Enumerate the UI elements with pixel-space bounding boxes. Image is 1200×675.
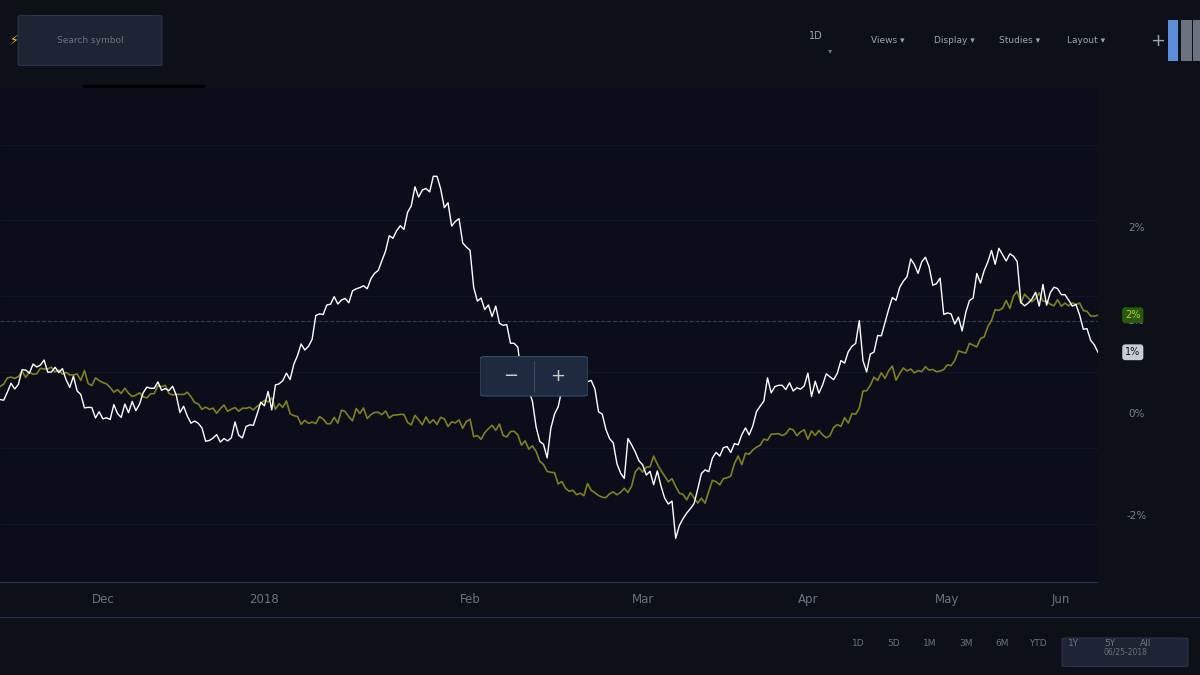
Text: Display ▾: Display ▾ [934,36,974,45]
Text: +: + [551,367,565,385]
Bar [83,85,205,108]
Text: 0%: 0% [1128,409,1145,418]
Text: Jun: Jun [1052,593,1070,605]
Text: 5Y: 5Y [1104,639,1116,648]
Text: Views ▾: Views ▾ [871,36,905,45]
FancyBboxPatch shape [1062,638,1188,666]
Text: 2018: 2018 [250,593,280,605]
Bar [1168,20,1178,61]
Text: 5D: 5D [888,639,900,648]
Bar [8,126,24,139]
Text: 06/25-2018: 06/25-2018 [1104,647,1147,656]
Text: 1%: 1% [1128,316,1145,326]
Text: ✚ Compare...: ✚ Compare... [8,111,73,121]
FancyBboxPatch shape [480,356,588,396]
FancyBboxPatch shape [18,16,162,65]
Text: YTD: YTD [1030,639,1046,648]
Text: ▾: ▾ [828,46,833,55]
Text: What is the Impact of Dollar on Indian Stock Market?: What is the Impact of Dollar on Indian S… [108,138,938,166]
Text: Search symbol: Search symbol [56,36,124,45]
Text: May: May [935,593,960,605]
Text: Feb: Feb [460,593,480,605]
Bar [1181,20,1192,61]
Text: 68.09: 68.09 [10,157,40,167]
Bar [1193,20,1200,61]
Text: 1D: 1D [852,639,864,648]
Text: +: + [1151,32,1165,49]
Text: ⚡: ⚡ [10,34,19,47]
Text: 2%: 2% [1126,310,1140,320]
Text: 2%: 2% [1128,223,1145,233]
Text: USDINR/NIFUT: USDINR/NIFUT [29,128,89,137]
Text: 1Y: 1Y [1068,639,1080,648]
Text: Studies ▾: Studies ▾ [1000,36,1040,45]
Text: Mar: Mar [631,593,654,605]
Text: 1M: 1M [923,639,937,648]
Text: Layout ▾: Layout ▾ [1067,36,1105,45]
Text: Apr: Apr [798,593,818,605]
Text: 1%: 1% [1126,347,1140,357]
Text: 3M: 3M [959,639,973,648]
Text: All: All [1140,639,1152,648]
Text: −: − [503,367,518,385]
Text: NIFTY 50  :: NIFTY 50 : [8,88,85,101]
Text: -2%: -2% [1126,511,1146,521]
Text: 1D: 1D [809,32,823,41]
Text: 6M: 6M [995,639,1009,648]
Text: Dec: Dec [91,593,114,605]
